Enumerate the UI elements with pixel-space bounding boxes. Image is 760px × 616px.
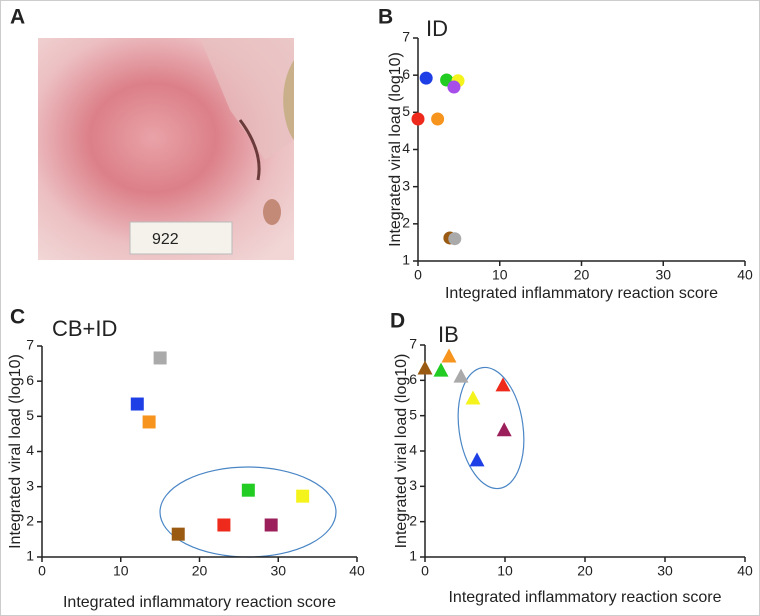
x-tick-label: 20 — [577, 563, 593, 579]
point — [433, 362, 449, 377]
point — [296, 489, 310, 503]
panel-label: B — [378, 6, 393, 29]
y-tick-label: 7 — [402, 29, 410, 45]
y-tick-label: 5 — [26, 407, 34, 423]
x-tick-label: 0 — [414, 267, 422, 283]
point — [441, 348, 457, 363]
panel-label: D — [390, 310, 405, 333]
x-tick-label: 30 — [655, 267, 671, 283]
y-tick-label: 5 — [402, 103, 410, 119]
x-tick-label: 40 — [349, 563, 365, 579]
point — [495, 377, 511, 392]
point — [264, 518, 278, 532]
x-axis-label: Integrated inflammatory reaction score — [448, 589, 721, 606]
y-tick-label: 2 — [409, 512, 417, 528]
panel-label: C — [10, 306, 25, 329]
point — [419, 71, 433, 85]
y-tick-label: 7 — [409, 336, 417, 352]
x-tick-label: 10 — [113, 563, 129, 579]
point — [447, 80, 461, 94]
y-tick-label: 1 — [402, 252, 410, 268]
y-tick-label: 5 — [409, 406, 417, 422]
y-tick-label: 6 — [402, 66, 410, 82]
y-axis-label: Integrated viral load (log10) — [393, 354, 410, 549]
x-tick-label: 20 — [192, 563, 208, 579]
x-axis-label: Integrated inflammatory reaction score — [445, 285, 718, 302]
point — [411, 112, 425, 126]
y-tick-label: 3 — [409, 477, 417, 493]
chart-title: CB+ID — [52, 316, 117, 341]
point — [417, 360, 433, 375]
x-tick-label: 10 — [497, 563, 513, 579]
y-tick-label: 3 — [402, 177, 410, 193]
point — [465, 390, 481, 405]
y-tick-label: 4 — [26, 442, 34, 458]
y-tick-label: 1 — [26, 548, 34, 564]
y-tick-label: 4 — [402, 140, 410, 156]
x-tick-label: 0 — [38, 563, 46, 579]
y-tick-label: 3 — [26, 477, 34, 493]
point — [448, 232, 462, 246]
y-axis-label: Integrated viral load (log10) — [7, 354, 24, 549]
point — [453, 368, 469, 383]
chart-title: IB — [438, 322, 459, 347]
y-tick-label: 7 — [26, 337, 34, 353]
x-tick-label: 0 — [421, 563, 429, 579]
photo-tag: 922 — [152, 231, 179, 248]
point — [431, 112, 445, 126]
y-tick-label: 4 — [409, 442, 417, 458]
x-tick-label: 30 — [657, 563, 673, 579]
point — [469, 452, 485, 467]
point — [130, 397, 144, 411]
x-axis-label: Integrated inflammatory reaction score — [63, 594, 336, 611]
point — [217, 518, 231, 532]
point — [171, 527, 185, 541]
y-tick-label: 6 — [26, 372, 34, 388]
y-tick-label: 2 — [26, 513, 34, 529]
x-tick-label: 30 — [270, 563, 286, 579]
point — [496, 422, 512, 437]
x-tick-label: 10 — [492, 267, 508, 283]
photo: 922 — [38, 38, 294, 260]
point — [153, 351, 167, 365]
y-tick-label: 1 — [409, 548, 417, 564]
y-axis-label: Integrated viral load (log10) — [387, 52, 404, 247]
x-tick-label: 20 — [574, 267, 590, 283]
y-tick-label: 2 — [402, 215, 410, 231]
y-tick-label: 6 — [409, 371, 417, 387]
chart-title: ID — [426, 16, 448, 41]
cluster-ellipse — [457, 366, 525, 490]
point — [142, 415, 156, 429]
point — [241, 483, 255, 497]
panel-label: A — [10, 6, 25, 29]
x-tick-label: 40 — [737, 563, 753, 579]
x-tick-label: 40 — [737, 267, 753, 283]
